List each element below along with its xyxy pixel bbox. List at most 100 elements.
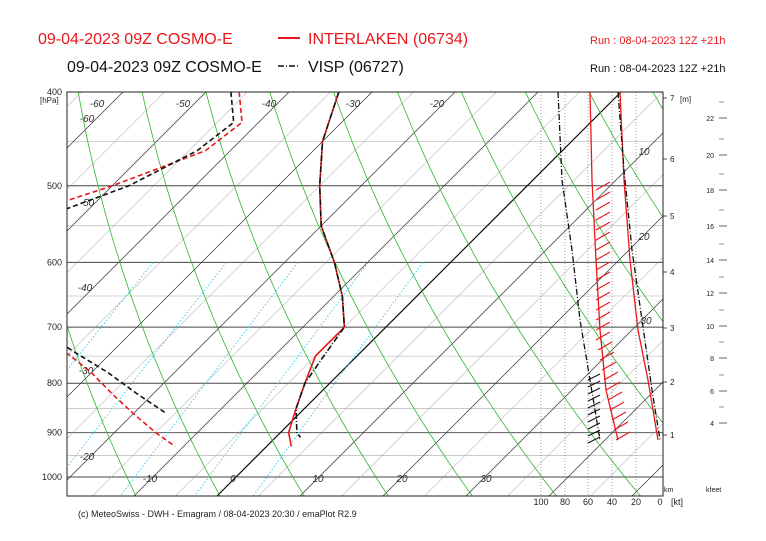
pressure-tick-label: 500 — [47, 181, 62, 191]
wind-speed-tick-label: 60 — [583, 497, 593, 507]
isotherm-line — [424, 257, 663, 496]
dry-adiabat-line — [717, 92, 766, 498]
wind-barb — [605, 381, 621, 391]
isotherm-label: -50 — [80, 198, 95, 209]
isotherm-line — [0, 92, 40, 496]
wind-speed-tick-label: 0 — [657, 497, 662, 507]
kfeet-tick-label: 14 — [706, 258, 714, 265]
wind-barb — [613, 421, 629, 431]
km-tick-label: 1 — [670, 431, 675, 440]
isotherm-line — [92, 92, 497, 496]
mixing-ratio-line — [252, 262, 424, 496]
km-tick-label: 3 — [670, 324, 675, 333]
isotherm-line — [715, 92, 766, 496]
km-tick-label: 4 — [670, 268, 675, 277]
wind-barb — [595, 301, 611, 311]
isotherm-label: -50 — [176, 99, 191, 110]
wind-barb — [587, 429, 601, 437]
header-line1-station: INTERLAKEN (06734) — [308, 31, 468, 48]
isotherm-label: -40 — [78, 283, 93, 294]
pressure-tick-label: 700 — [47, 322, 62, 332]
mixing-ratio-line — [119, 262, 299, 496]
wind-barb — [611, 411, 627, 421]
mixing-ratio-line — [67, 262, 227, 468]
wind-barb — [595, 281, 611, 291]
wind-profile — [557, 92, 661, 444]
wind-barb — [595, 311, 611, 321]
wind-barb — [595, 271, 611, 281]
wind-barb — [587, 373, 601, 381]
wind-barb — [587, 422, 601, 430]
isotherm-line — [67, 92, 207, 232]
rh-label: 10 — [638, 147, 650, 158]
km-tick-label: 2 — [670, 378, 675, 387]
wind-speed-tick-label: 100 — [533, 497, 548, 507]
dry-adiabat-line — [588, 92, 663, 219]
isotherm-line — [258, 92, 663, 496]
kfeet-tick-label: 4 — [710, 421, 714, 428]
kfeet-tick-label: 8 — [710, 356, 714, 363]
wind-profile-line — [619, 92, 659, 441]
dry-adiabat-line — [67, 324, 137, 496]
isotherm-line — [67, 92, 414, 439]
wind-speed-unit: [kt] — [671, 497, 683, 507]
wind-barb — [587, 401, 601, 409]
isotherm-line — [67, 92, 290, 315]
header-line2-station: VISP (06727) — [308, 59, 404, 76]
wind-barb — [595, 191, 611, 201]
isotherm-line — [631, 464, 663, 496]
dry-adiabat-line — [333, 92, 557, 496]
dry-adiabat-line — [205, 92, 389, 496]
isotherm-label: 20 — [395, 474, 408, 485]
isotherm-label: 10 — [312, 474, 324, 485]
isotherm-line — [67, 92, 82, 107]
isotherm-label: -30 — [346, 99, 361, 110]
wind-barb — [599, 351, 615, 361]
isotherm-line — [175, 92, 580, 496]
dry-adiabat-line — [461, 92, 663, 424]
sounding-profiles — [67, 92, 346, 448]
isotherm-line — [67, 92, 456, 481]
isotherm-line — [465, 298, 663, 496]
rh-label: 20 — [637, 232, 650, 243]
wind-barb — [607, 391, 623, 401]
wind-barb — [595, 261, 611, 271]
rh-label: 30 — [640, 316, 652, 327]
dry-adiabat-line — [0, 92, 53, 498]
wind-speed-tick-label: 40 — [607, 497, 617, 507]
kfeet-tick-label: 22 — [706, 116, 714, 123]
wind-barb — [595, 251, 611, 261]
wind-barb — [601, 361, 617, 371]
isotherm-label: 30 — [480, 474, 492, 485]
wind-barb — [595, 181, 611, 191]
wind-profile-line — [617, 92, 661, 441]
isotherm-line — [67, 92, 331, 356]
visp-temperature-line — [295, 92, 346, 438]
isotherm-line — [674, 92, 766, 496]
background-grid — [0, 92, 766, 498]
header-line1-title: 09-04-2023 09Z COSMO-E — [38, 31, 233, 48]
isotherm-label: 0 — [230, 474, 236, 485]
km-axis-unit: [m] — [680, 95, 691, 104]
wind-barb — [595, 231, 611, 241]
isotherm-line — [507, 340, 663, 496]
wind-barb — [587, 394, 601, 402]
isotherm-line — [299, 132, 663, 496]
dry-adiabat-line — [397, 92, 641, 496]
isotherm-line — [341, 174, 663, 496]
wind-barb — [595, 331, 611, 341]
pressure-tick-label: 400 — [47, 87, 62, 97]
pressure-axis-unit: [hPa] — [40, 96, 59, 105]
kfeet-axis-unit: kfeet — [706, 487, 721, 494]
wind-barb — [595, 321, 611, 331]
wind-barb — [587, 408, 601, 416]
wind-barb — [595, 241, 611, 251]
mixing-ratio-line — [67, 262, 154, 371]
plot-frame — [66, 91, 664, 497]
isotherm-label: -60 — [90, 99, 105, 110]
wind-speed-tick-label: 20 — [631, 497, 641, 507]
wind-barb — [595, 201, 611, 211]
wind-barb — [595, 211, 611, 221]
km-tick-label: 6 — [670, 155, 675, 164]
